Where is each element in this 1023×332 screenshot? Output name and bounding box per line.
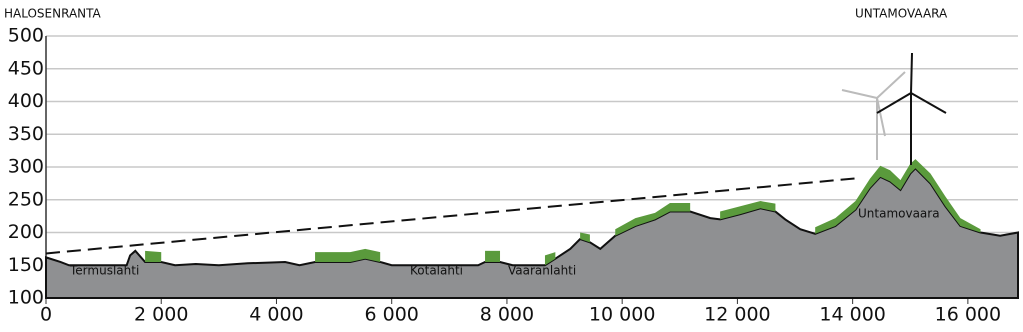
y-tick-label: 500 (8, 25, 44, 47)
x-tick-label: 6 000 (364, 304, 418, 326)
annotation: Vaaranlahti (508, 264, 576, 278)
y-tick-label: 250 (8, 188, 44, 210)
x-tick-label: 2 000 (134, 304, 188, 326)
forest-area (580, 232, 590, 243)
left-label: HALOSENRANTA (4, 7, 102, 21)
y-tick-label: 450 (8, 57, 44, 79)
forest-area (615, 203, 691, 236)
x-tick-label: 14 000 (819, 304, 885, 326)
x-tick-label: 10 000 (589, 304, 655, 326)
x-tick-label: 16 000 (935, 304, 1001, 326)
annotation: Kotalahti (410, 264, 463, 278)
annotation: Untamovaara (858, 207, 940, 221)
terrain-area (45, 166, 1019, 299)
y-tick-label: 150 (8, 254, 44, 276)
forest-area (720, 201, 776, 220)
forest-area (815, 159, 981, 234)
x-tick-label: 0 (40, 304, 52, 326)
annotation: Termuslahti (69, 264, 139, 278)
y-tick-label: 100 (8, 287, 44, 309)
x-tick-label: 4 000 (249, 304, 303, 326)
y-tick-label: 200 (8, 221, 44, 243)
forest-area (485, 250, 501, 262)
forest-area (145, 250, 162, 262)
x-tick-label: 8 000 (480, 304, 534, 326)
sight-line (45, 177, 859, 255)
right-label: UNTAMOVAARA (855, 7, 948, 21)
forest-area (544, 252, 556, 266)
x-tick-label: 12 000 (704, 304, 770, 326)
wind-turbines (841, 52, 947, 165)
forest-area (315, 248, 381, 262)
y-tick-label: 400 (8, 90, 44, 112)
y-tick-label: 300 (8, 156, 44, 178)
y-tick-label: 350 (8, 123, 44, 145)
